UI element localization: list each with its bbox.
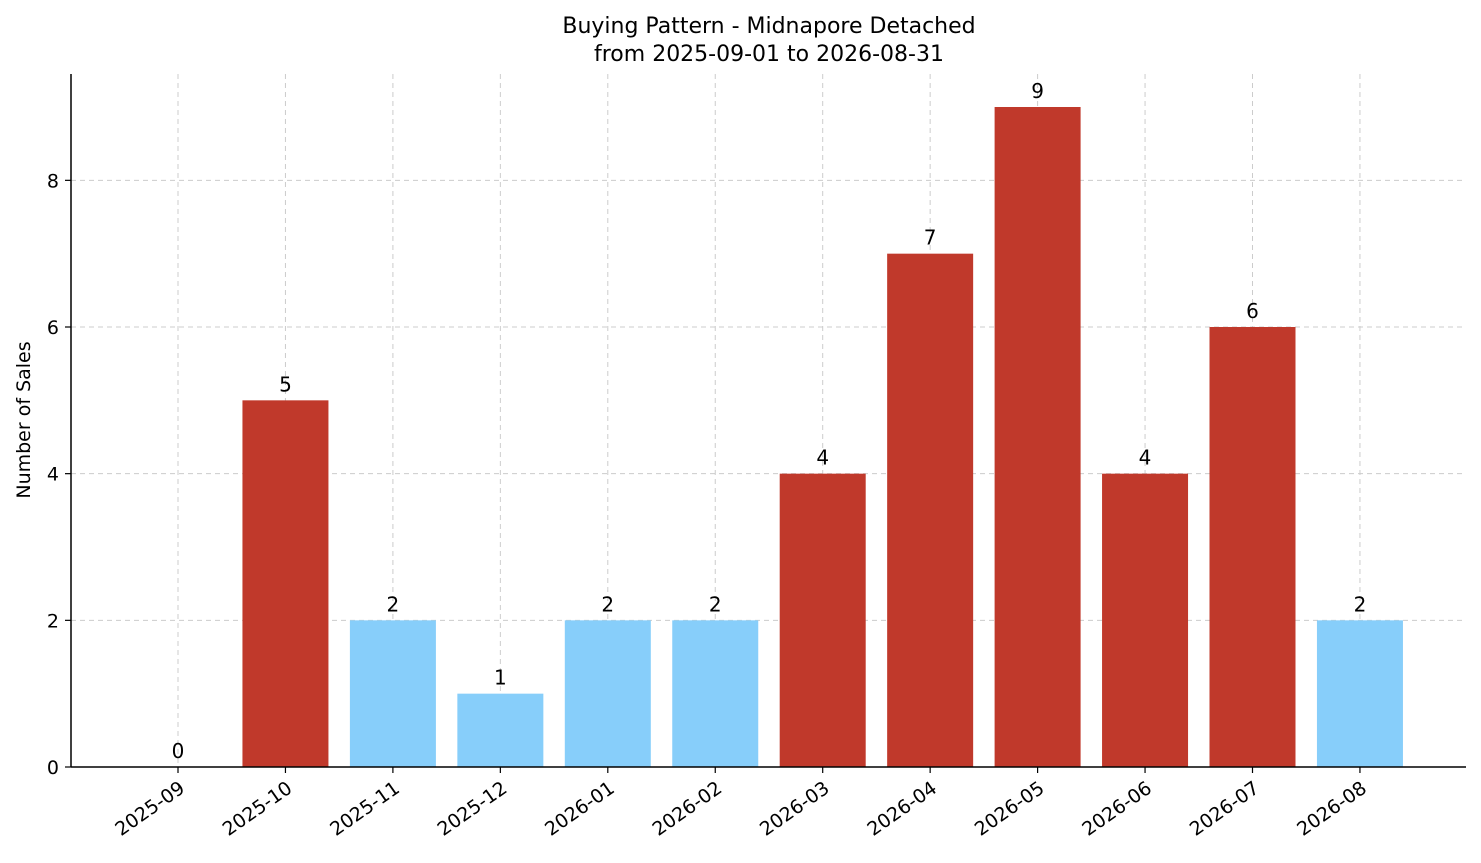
x-tick-label: 2026-04 [863,777,941,841]
bar-value-label: 6 [1246,299,1259,323]
bars [242,107,1403,767]
bar [1102,473,1189,767]
x-tick-label: 2026-03 [756,777,834,841]
x-tick-label: 2026-06 [1078,777,1156,841]
y-tick-label: 8 [47,170,59,192]
bar-value-label: 2 [387,592,400,616]
bar-value-label: 7 [924,226,937,250]
bar-value-label: 4 [1139,446,1152,470]
bar-value-label: 5 [279,372,292,396]
bar-value-label: 2 [709,592,722,616]
bar [672,620,759,767]
bar-value-label: 1 [494,666,507,690]
y-tick-label: 4 [47,464,59,486]
y-tick-label: 0 [47,757,59,779]
bar-value-label: 0 [172,739,185,763]
x-tick-label: 2026-07 [1186,777,1264,841]
bar-value-label: 2 [601,592,614,616]
bar [779,473,866,767]
bar-value-label: 4 [816,446,829,470]
x-tick-label: 2026-02 [648,777,726,841]
bar-value-label: 9 [1031,79,1044,103]
chart-subtitle: from 2025-09-01 to 2026-08-31 [594,42,944,67]
data-labels: 0 5 2 1 2 2 4 7 9 4 6 2 [172,79,1367,763]
bar [564,620,651,767]
x-tick-label: 2026-05 [971,777,1049,841]
bar [242,400,329,767]
bar [887,253,974,767]
bar [349,620,436,767]
bar [1316,620,1403,767]
y-tick-label: 2 [47,610,59,632]
bar-value-label: 2 [1354,592,1367,616]
x-tick-label: 2025-10 [219,777,297,841]
bar [1209,327,1296,767]
bar [457,693,544,767]
y-tick-label: 6 [47,317,59,339]
y-axis-label: Number of Sales [13,341,35,498]
x-tick-label: 2025-12 [434,777,512,841]
bar [994,107,1081,767]
x-tick-label: 2026-08 [1293,777,1371,841]
x-tick-label: 2026-01 [541,777,619,841]
chart-title: Buying Pattern - Midnapore Detached [562,14,975,39]
x-tick-label: 2025-09 [111,777,189,841]
x-tick-label: 2025-11 [326,777,404,841]
